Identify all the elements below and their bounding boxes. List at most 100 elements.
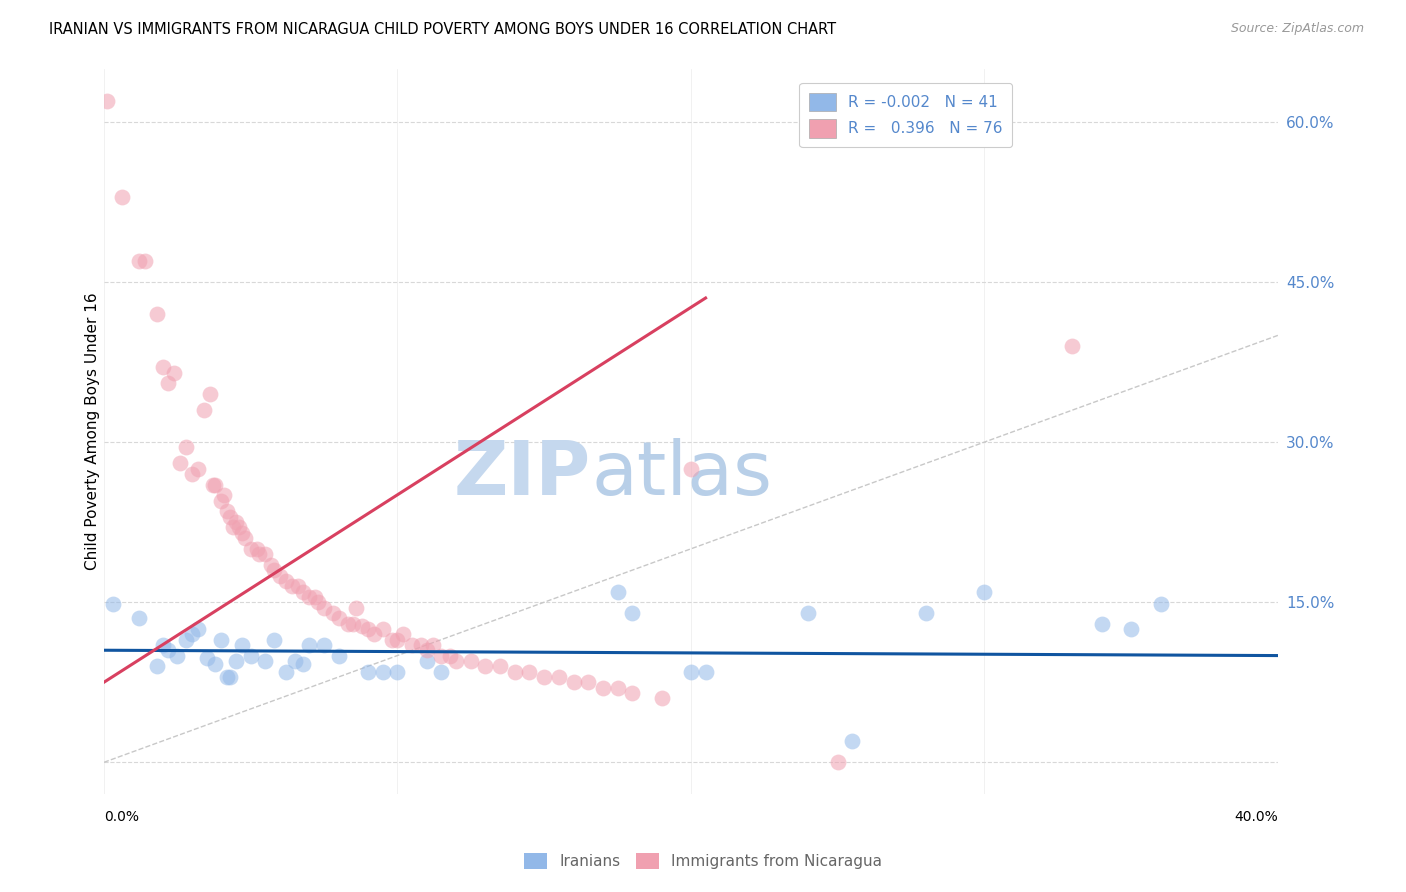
Point [679,462,702,476]
Point [145,659,167,673]
Point [489,659,512,673]
Point [444,654,467,668]
Point [312,600,335,615]
Point [357,665,380,679]
Point [128,611,150,625]
Point [797,606,820,620]
Point [166,648,188,663]
Point [562,675,585,690]
Legend: R = -0.002   N = 41, R =   0.396   N = 76: R = -0.002 N = 41, R = 0.396 N = 76 [800,84,1012,146]
Point [292,657,315,672]
Point [193,403,215,417]
Point [344,600,367,615]
Point [387,632,409,647]
Point [201,477,224,491]
Text: 40.0%: 40.0% [1234,810,1278,824]
Point [547,670,569,684]
Point [254,547,277,561]
Point [217,504,239,518]
Legend: Iranians, Immigrants from Nicaragua: Iranians, Immigrants from Nicaragua [517,847,889,875]
Point [187,462,209,476]
Point [284,654,307,668]
Point [263,563,285,577]
Point [695,665,717,679]
Point [973,584,995,599]
Point [174,441,197,455]
Point [128,253,150,268]
Point [606,681,628,695]
Point [460,654,482,668]
Point [169,457,191,471]
Point [592,681,614,695]
Point [281,579,304,593]
Point [439,648,461,663]
Point [212,488,235,502]
Point [416,643,439,657]
Point [263,632,285,647]
Text: ZIP: ZIP [454,439,591,511]
Point [181,467,204,482]
Point [1062,339,1084,353]
Point [110,189,132,203]
Point [363,627,385,641]
Point [233,531,256,545]
Point [312,638,335,652]
Point [1121,622,1143,636]
Point [96,94,118,108]
Point [231,638,253,652]
Point [519,665,541,679]
Point [292,584,315,599]
Point [269,568,291,582]
Point [204,657,226,672]
Point [287,579,309,593]
Point [204,477,226,491]
Point [841,734,863,748]
Y-axis label: Child Poverty Among Boys Under 16: Child Poverty Among Boys Under 16 [86,293,100,570]
Point [181,627,204,641]
Point [225,515,247,529]
Point [245,541,267,556]
Text: IRANIAN VS IMMIGRANTS FROM NICARAGUA CHILD POVERTY AMONG BOYS UNDER 16 CORRELATI: IRANIAN VS IMMIGRANTS FROM NICARAGUA CHI… [49,22,837,37]
Point [430,648,453,663]
Point [371,665,394,679]
Point [651,691,673,706]
Point [174,632,197,647]
Point [380,632,402,647]
Point [274,574,297,588]
Point [328,611,350,625]
Point [157,643,180,657]
Point [352,618,374,632]
Point [254,654,277,668]
Point [336,616,359,631]
Point [101,598,124,612]
Point [228,520,250,534]
Point [219,670,242,684]
Point [474,659,496,673]
Point [225,654,247,668]
Point [606,584,628,599]
Point [576,675,599,690]
Point [357,622,380,636]
Point [422,638,444,652]
Point [274,665,297,679]
Point [1091,616,1114,631]
Point [533,670,555,684]
Point [217,670,239,684]
Point [401,638,423,652]
Point [409,638,432,652]
Point [827,756,849,770]
Point [307,595,329,609]
Point [679,665,702,679]
Point [249,547,271,561]
Point [503,665,526,679]
Point [157,376,180,391]
Point [387,665,409,679]
Point [134,253,156,268]
Point [209,632,232,647]
Point [239,541,262,556]
Point [219,509,242,524]
Point [304,590,326,604]
Point [322,606,344,620]
Point [621,686,644,700]
Point [163,366,186,380]
